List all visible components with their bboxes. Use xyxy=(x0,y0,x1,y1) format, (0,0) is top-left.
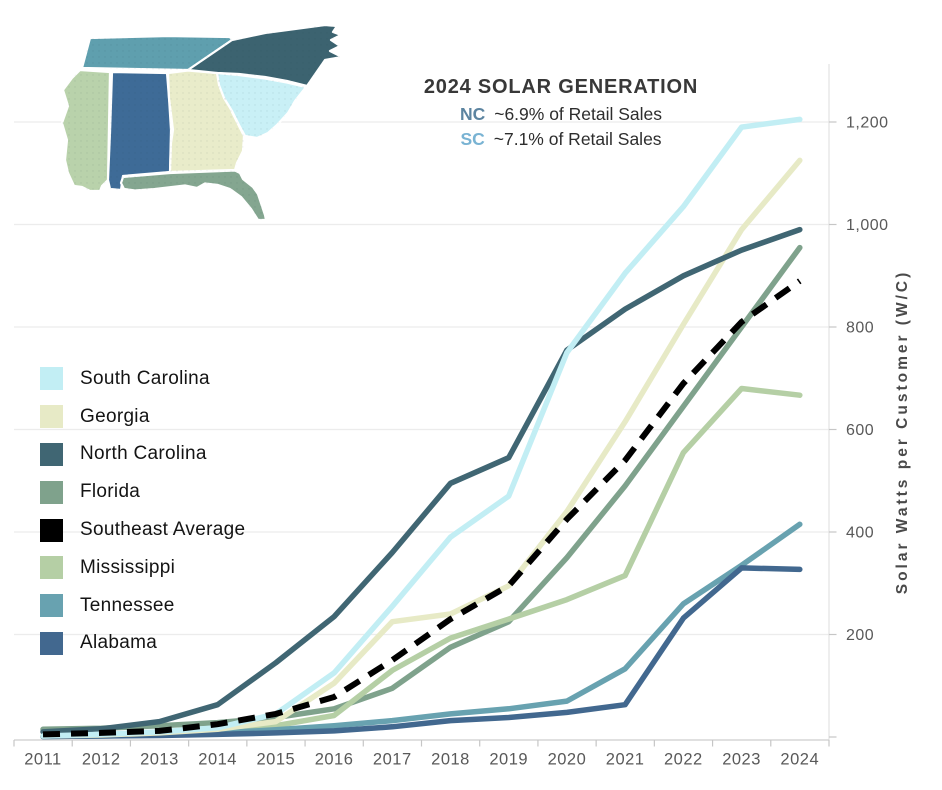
legend-item-southeast-average: Southeast Average xyxy=(40,511,245,549)
legend-swatch-mississippi xyxy=(40,556,63,580)
x-tick-label-2022: 2022 xyxy=(664,751,703,769)
chart-line-florida xyxy=(40,244,803,733)
sc-note-row: SC ~7.1% of Retail Sales xyxy=(393,129,729,150)
legend-swatch-tennessee xyxy=(40,594,63,618)
sc-label: SC xyxy=(460,129,485,149)
legend-label: Florida xyxy=(80,481,141,503)
legend: South Carolina Georgia North Carolina Flori… xyxy=(40,360,245,662)
x-tick-label-2013: 2013 xyxy=(140,751,179,769)
legend-item-tennessee: Tennessee xyxy=(40,587,245,625)
legend-swatch-alabama xyxy=(40,631,63,655)
x-tick-label-2011: 2011 xyxy=(24,751,61,769)
x-tick-label-2012: 2012 xyxy=(82,751,121,769)
legend-swatch-georgia xyxy=(40,405,63,429)
nc-note: ~6.9% of Retail Sales xyxy=(494,103,663,124)
legend-label: Mississippi xyxy=(80,556,176,578)
state-tennessee-texture xyxy=(82,36,232,70)
legend-label: Southeast Average xyxy=(80,519,246,541)
x-tick-label-2015: 2015 xyxy=(256,751,295,769)
y-tick-label-200: 200 xyxy=(846,627,874,644)
x-tick-label-2024: 2024 xyxy=(780,751,819,769)
sc-note: ~7.1% of Retail Sales xyxy=(493,129,662,149)
state-georgia-texture xyxy=(168,70,244,172)
x-tick-label-2014: 2014 xyxy=(198,751,237,769)
y-axis-title: Solar Watts per Customer (W/C) xyxy=(894,270,911,595)
legend-label: Georgia xyxy=(80,405,150,427)
chart-title-block: 2024 SOLAR GENERATION NC ~6.9% of Retail … xyxy=(393,76,729,150)
x-tick-label-2021: 2021 xyxy=(606,751,645,769)
nc-label: NC xyxy=(459,103,486,124)
y-tick-label-400: 400 xyxy=(846,525,874,542)
chart-title: 2024 SOLAR GENERATION xyxy=(423,76,699,98)
state-mississippi-texture xyxy=(62,70,110,191)
southeast-map xyxy=(60,23,344,222)
chart-line-alabama xyxy=(40,565,803,740)
legend-swatch-south-carolina xyxy=(40,367,63,391)
legend-item-georgia: Georgia xyxy=(40,398,245,436)
state-florida-texture xyxy=(121,170,266,220)
y-tick-label-600: 600 xyxy=(846,422,874,439)
x-tick-label-2016: 2016 xyxy=(315,751,354,769)
y-tick-label-800: 800 xyxy=(846,320,874,337)
legend-swatch-florida xyxy=(40,480,63,504)
x-tick-label-2023: 2023 xyxy=(722,751,761,769)
state-alabama-texture xyxy=(108,72,171,190)
state-south-carolina-texture xyxy=(217,73,306,138)
legend-label: South Carolina xyxy=(80,367,210,389)
nc-note-row: NC ~6.9% of Retail Sales xyxy=(393,104,729,125)
legend-item-alabama: Alabama xyxy=(40,625,245,663)
legend-item-mississippi: Mississippi xyxy=(40,549,245,587)
x-tick-label-2017: 2017 xyxy=(373,751,412,769)
y-tick-label-1000: 1,000 xyxy=(846,217,889,234)
y-tick-label-1200: 1,200 xyxy=(846,115,889,132)
x-tick-label-2019: 2019 xyxy=(489,751,528,769)
legend-item-south-carolina: South Carolina xyxy=(40,360,245,398)
chart-line-southeast-average xyxy=(42,278,802,738)
x-tick-label-2018: 2018 xyxy=(431,751,470,769)
legend-item-florida: Florida xyxy=(40,473,245,511)
legend-label: Tennessee xyxy=(80,594,175,616)
x-tick-label-2020: 2020 xyxy=(548,751,587,769)
legend-item-north-carolina: North Carolina xyxy=(40,436,245,474)
legend-swatch-north-carolina xyxy=(40,442,63,466)
legend-label: North Carolina xyxy=(80,443,207,465)
chart-line-north-carolina xyxy=(40,226,803,735)
legend-swatch-southeast-average xyxy=(40,518,63,542)
state-north-carolina-texture xyxy=(188,25,342,86)
legend-label: Alabama xyxy=(80,632,158,654)
